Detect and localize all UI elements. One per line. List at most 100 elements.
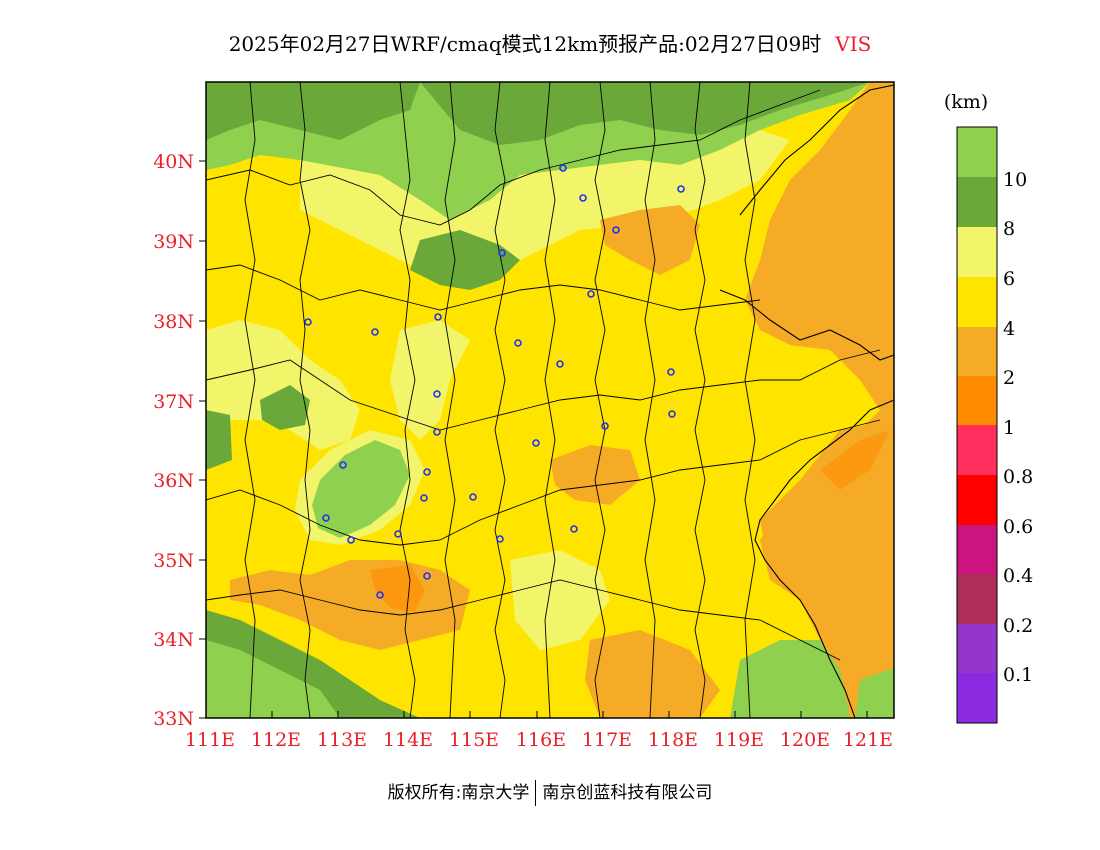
city-marker bbox=[433, 428, 441, 436]
city-marker bbox=[394, 530, 402, 538]
colorbar: (km) 10 8 6 4 2 1 0.8 0.6 0.4 0.2 0.1 bbox=[944, 91, 1033, 724]
colorbar-label: 0.4 bbox=[1003, 565, 1033, 587]
city-marker bbox=[304, 318, 312, 326]
lon-tick-label: 121E bbox=[843, 729, 893, 751]
colorbar-labels: 10 8 6 4 2 1 0.8 0.6 0.4 0.2 0.1 bbox=[1003, 169, 1033, 686]
colorbar-swatch bbox=[957, 127, 997, 177]
colorbar-swatch bbox=[957, 525, 997, 574]
lon-axis bbox=[205, 711, 868, 718]
boundary-line bbox=[206, 579, 841, 661]
field-west-green-edge bbox=[206, 410, 232, 470]
boundary-line bbox=[206, 89, 821, 226]
lon-tick-label: 115E bbox=[449, 729, 499, 751]
lat-tick-label: 40N bbox=[153, 151, 194, 173]
colorbar-swatch bbox=[957, 574, 997, 624]
city-marker bbox=[587, 290, 595, 298]
colorbar-label: 0.1 bbox=[1003, 664, 1033, 686]
lat-tick-label: 33N bbox=[153, 708, 194, 730]
copyright-right: 南京创蓝科技有限公司 bbox=[542, 783, 713, 803]
lat-tick-label: 35N bbox=[153, 550, 194, 572]
boundary-line bbox=[594, 82, 606, 718]
colorbar-unit: (km) bbox=[944, 91, 988, 113]
colorbar-label: 0.8 bbox=[1003, 466, 1033, 488]
lat-tick-labels: 33N 34N 35N 36N 37N 38N 39N 40N bbox=[153, 151, 194, 730]
boundary-line bbox=[494, 82, 506, 718]
lat-tick-label: 36N bbox=[153, 470, 194, 492]
colorbar-swatch bbox=[957, 425, 997, 475]
city-marker bbox=[469, 493, 477, 501]
field-mid-orange bbox=[550, 445, 640, 505]
city-marker bbox=[556, 360, 564, 368]
admin-boundaries bbox=[206, 82, 894, 718]
field-darker-orange-coast bbox=[820, 430, 890, 490]
lon-tick-label: 117E bbox=[582, 729, 632, 751]
colorbar-swatch bbox=[957, 673, 997, 723]
city-marker bbox=[496, 535, 504, 543]
colorbar-swatch bbox=[957, 376, 997, 425]
lon-tick-label: 111E bbox=[185, 729, 235, 751]
coastline bbox=[739, 84, 894, 216]
city-marker bbox=[677, 185, 685, 193]
field-north-darkgreen-2 bbox=[420, 82, 870, 145]
colorbar-frame bbox=[956, 126, 998, 724]
city-marker bbox=[322, 514, 330, 522]
city-marker bbox=[601, 422, 609, 430]
title-text: 2025年02月27日WRF/cmaq模式12km预报产品:02月27日09时 bbox=[228, 32, 822, 56]
coastline bbox=[754, 399, 894, 718]
colorbar-label: 10 bbox=[1003, 169, 1027, 191]
city-marker bbox=[347, 536, 355, 544]
colorbar-swatch bbox=[957, 177, 997, 227]
lon-tick-label: 119E bbox=[714, 729, 764, 751]
lon-tick-label: 112E bbox=[251, 729, 301, 751]
field-south-green-west-light bbox=[206, 640, 340, 718]
city-marker bbox=[423, 468, 431, 476]
colorbar-label: 2 bbox=[1003, 367, 1015, 389]
city-marker bbox=[434, 313, 442, 321]
field-south-green-east bbox=[730, 640, 850, 718]
lon-tick-labels: 111E 112E 113E 114E 115E 116E 117E 118E … bbox=[185, 729, 893, 751]
lat-tick-label: 37N bbox=[153, 391, 194, 413]
field-central-green-oval-inner bbox=[312, 440, 410, 538]
lon-tick-label: 120E bbox=[780, 729, 830, 751]
city-marker bbox=[433, 390, 441, 398]
city-marker bbox=[514, 339, 522, 347]
lon-tick-label: 118E bbox=[648, 729, 698, 751]
copyright-left: 版权所有:南京大学 bbox=[387, 783, 530, 803]
boundary-line bbox=[544, 82, 556, 718]
lon-tick-label: 116E bbox=[516, 729, 566, 751]
boundary-line bbox=[206, 264, 761, 311]
field-orange-patch-north bbox=[600, 205, 700, 275]
boundary-line bbox=[694, 82, 706, 718]
copyright-footer: 版权所有:南京大学 南京创蓝科技有限公司 bbox=[0, 778, 1100, 806]
boundary-line bbox=[299, 82, 311, 718]
boundary-line bbox=[244, 82, 256, 718]
coastline bbox=[719, 289, 894, 361]
plot-frame bbox=[205, 81, 895, 719]
city-marker bbox=[532, 439, 540, 447]
city-marker bbox=[667, 368, 675, 376]
city-markers bbox=[304, 164, 685, 599]
colorbar-label: 0.2 bbox=[1003, 615, 1033, 637]
colorbar-label: 1 bbox=[1003, 417, 1015, 439]
field-west-green-patch bbox=[260, 385, 310, 430]
lon-tick-label: 113E bbox=[317, 729, 367, 751]
lat-tick-label: 39N bbox=[153, 231, 194, 253]
field-center-green bbox=[410, 230, 520, 290]
boundary-line bbox=[206, 419, 881, 546]
field-south-darkorange bbox=[370, 565, 425, 612]
city-marker bbox=[559, 164, 567, 172]
colorbar-label: 4 bbox=[1003, 318, 1015, 340]
colorbar-swatch bbox=[957, 624, 997, 673]
colorbar-swatch bbox=[957, 277, 997, 327]
city-marker bbox=[570, 525, 578, 533]
city-marker bbox=[668, 410, 676, 418]
boundary-line bbox=[744, 82, 756, 718]
footer-divider bbox=[535, 780, 537, 806]
boundary-line bbox=[399, 82, 416, 718]
city-marker bbox=[423, 572, 431, 580]
lat-axis bbox=[199, 160, 206, 719]
colorbar-swatch bbox=[957, 227, 997, 277]
lat-tick-label: 34N bbox=[153, 629, 194, 651]
field-south-green-east-edge bbox=[855, 668, 894, 718]
